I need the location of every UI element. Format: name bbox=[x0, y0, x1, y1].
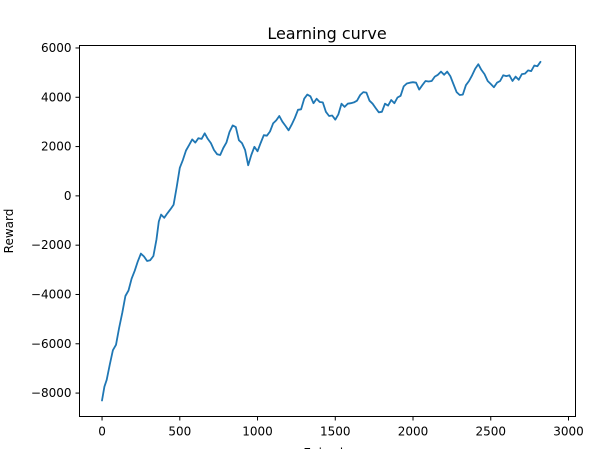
x-tick-label: 2000 bbox=[398, 425, 429, 439]
x-axis-label: Episode bbox=[303, 446, 350, 449]
y-axis-label: Reward bbox=[2, 209, 16, 254]
reward-series-line bbox=[101, 60, 542, 402]
y-tick-label: −8000 bbox=[31, 386, 72, 400]
x-tick-label: 1000 bbox=[242, 425, 273, 439]
x-axis-ticks: 0 500 1000 1500 2000 2500 3000 bbox=[98, 416, 584, 439]
y-tick-label: 6000 bbox=[41, 41, 72, 55]
chart-title: Learning curve bbox=[267, 24, 386, 43]
plot-area-frame bbox=[79, 45, 576, 417]
x-tick-label: 2500 bbox=[475, 425, 506, 439]
y-tick-label: 2000 bbox=[41, 140, 72, 154]
x-tick-label: 0 bbox=[98, 425, 106, 439]
y-tick-label: −6000 bbox=[31, 337, 72, 351]
x-tick-label: 3000 bbox=[553, 425, 584, 439]
y-axis-ticks: −8000 −6000 −4000 −2000 0 2000 4000 6000 bbox=[31, 41, 80, 400]
y-tick-label: −2000 bbox=[31, 238, 72, 252]
y-tick-label: −4000 bbox=[31, 287, 72, 301]
y-tick-label: 0 bbox=[64, 189, 72, 203]
y-tick-label: 4000 bbox=[41, 90, 72, 104]
x-tick-label: 500 bbox=[168, 425, 191, 439]
x-tick-label: 1500 bbox=[320, 425, 351, 439]
